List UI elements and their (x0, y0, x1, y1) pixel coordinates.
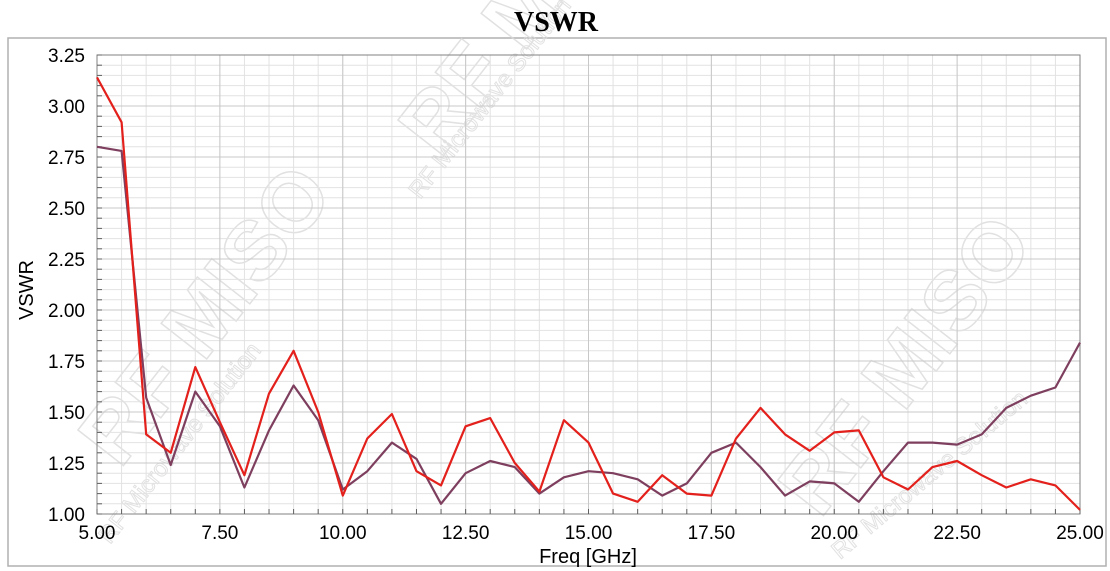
x-tick-label: 25.00 (1056, 523, 1104, 544)
y-tick-label: 1.75 (48, 352, 85, 373)
y-tick-label: 1.25 (48, 454, 85, 475)
series-layer (96, 76, 1081, 511)
x-tick-label: 10.00 (319, 523, 367, 544)
x-axis-label: Freq [GHz] (539, 546, 637, 568)
y-tick-label: 2.75 (48, 148, 85, 169)
grid (96, 54, 1081, 515)
x-tick-label: 12.50 (442, 523, 490, 544)
y-tick-label: 1.50 (48, 403, 85, 424)
x-tick-label: 22.50 (933, 523, 981, 544)
y-axis-label: VSWR (16, 260, 38, 320)
y-tick-label: 3.00 (48, 97, 85, 118)
x-tick-label: 15.00 (565, 523, 613, 544)
x-tick-label: 5.00 (79, 523, 116, 544)
y-tick-label: 2.00 (48, 301, 85, 322)
chart-title: VSWR (514, 7, 599, 38)
y-tick-label: 1.00 (48, 505, 85, 526)
y-tick-label: 2.25 (48, 250, 85, 271)
y-tick-label: 3.25 (48, 46, 85, 67)
x-tick-label: 17.50 (688, 523, 736, 544)
axes: 5.00 7.50 10.00 12.50 15.00 17.50 20.00 22.50 25… (48, 46, 1104, 544)
x-tick-label: 7.50 (201, 523, 238, 544)
y-tick-label: 2.50 (48, 199, 85, 220)
x-tick-label: 20.00 (810, 523, 858, 544)
series-line-2 (96, 145, 1081, 505)
series-line-1 (96, 76, 1081, 511)
